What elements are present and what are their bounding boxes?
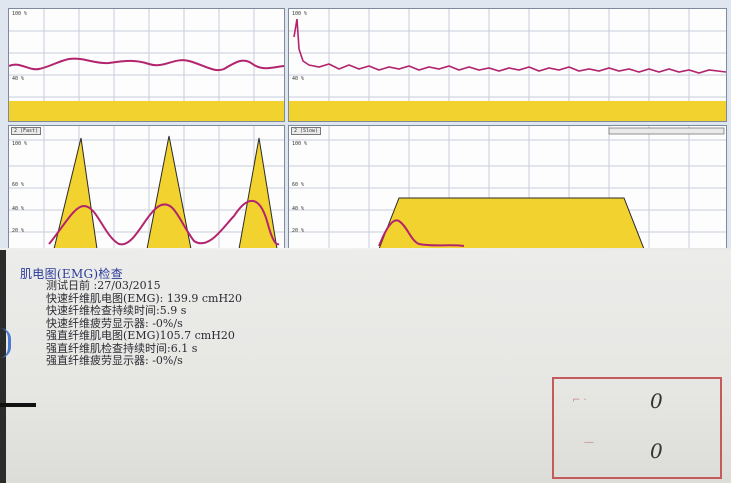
yellow-peaks [53, 135, 278, 248]
chart-panel-right-top: 100 % 40 % [288, 8, 727, 122]
blue-arc-mark [0, 328, 11, 358]
report-paper: 肌电图(EMG)检查 测试日前 :27/03/2015 快速纤维肌电图(EMG)… [6, 250, 731, 483]
chart-right-bottom-svg: 100 % 60 % 40 % 20 % [289, 126, 726, 248]
status-strip [608, 127, 725, 135]
report-line: 快速纤维肌电图(EMG): 139.9 cmH20 [46, 291, 243, 305]
report-lines: 测试日前 :27/03/2015 快速纤维肌电图(EMG): 139.9 cmH… [46, 279, 243, 368]
report-title: 肌电图(EMG)检查 [20, 267, 123, 281]
handwritten-value: 0 [650, 389, 663, 413]
report-line: 快速纤维检查持续时间:5.9 s [46, 304, 187, 317]
chart-panel-left-bottom: 100 % 60 % 40 % 20 % 2 (Fast) [8, 125, 285, 248]
channel-tab[interactable]: 2 (Slow) [291, 127, 322, 135]
scale-label-bottom: 40 % [12, 76, 24, 82]
faint-mark: — [584, 437, 594, 448]
report-line: 强直纤维肌电图(EMG)105.7 cmH20 [46, 329, 235, 342]
black-dash-mark [0, 403, 36, 407]
yellow-bar [289, 101, 726, 121]
scale-label-bottom: 20 % [292, 228, 304, 234]
report-line: 测试日前 :27/03/2015 [46, 279, 161, 292]
scale-label-low: 40 % [292, 206, 304, 212]
scale-label-mid: 60 % [292, 182, 304, 188]
chart-left-top-svg: 100 % 40 % [9, 9, 284, 121]
yellow-plateau [378, 197, 645, 248]
scale-label-bottom: 40 % [292, 76, 304, 82]
scale-label-top: 100 % [12, 11, 27, 17]
red-stamp-box: ⌐ · — 0 0 [552, 377, 722, 479]
monitor-screen: 100 % 40 % 100 % 40 % 100 % 60 % [0, 0, 731, 248]
scale-label-mid: 60 % [12, 182, 24, 188]
handwritten-value: 0 [650, 439, 663, 463]
report-line: 快速纤维疲劳显示器: -0%/s [46, 316, 183, 330]
emg-curve [293, 18, 726, 74]
faint-mark: ⌐ · [572, 395, 587, 406]
yellow-bar [9, 101, 284, 121]
chart-panel-left-top: 100 % 40 % [8, 8, 285, 122]
scale-label-top: 100 % [12, 141, 27, 147]
emg-curve [378, 219, 465, 247]
chart-panel-right-bottom: 100 % 60 % 40 % 20 % 2 (Slow) [288, 125, 727, 248]
emg-curve [9, 57, 284, 71]
scale-label-top: 100 % [292, 11, 307, 17]
chart-left-bottom-svg: 100 % 60 % 40 % 20 % [9, 126, 284, 248]
photo-edge [0, 250, 6, 483]
scale-label-low: 40 % [12, 206, 24, 212]
channel-tab[interactable]: 2 (Fast) [11, 127, 42, 135]
emg-curve [48, 199, 280, 246]
scale-label-top: 100 % [292, 141, 307, 147]
report-line: 强直纤维肌检查持续时间:6.1 s [46, 341, 198, 355]
scale-label-bottom: 20 % [12, 228, 24, 234]
report-line: 强直纤维疲劳显示器: -0%/s [46, 354, 183, 367]
chart-right-top-svg: 100 % 40 % [289, 9, 726, 121]
